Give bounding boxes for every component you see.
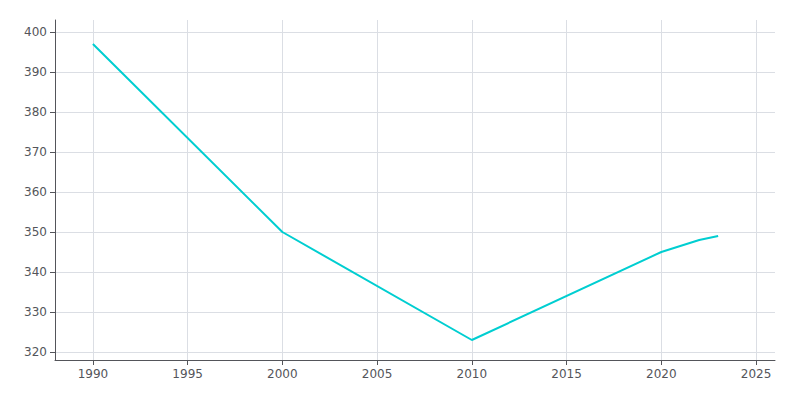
svg-text:370: 370: [24, 145, 47, 159]
svg-text:2015: 2015: [551, 367, 582, 381]
svg-text:2005: 2005: [362, 367, 393, 381]
svg-text:2020: 2020: [646, 367, 677, 381]
svg-text:360: 360: [24, 185, 47, 199]
svg-text:320: 320: [24, 345, 47, 359]
svg-text:330: 330: [24, 305, 47, 319]
svg-text:1990: 1990: [78, 367, 109, 381]
svg-text:1995: 1995: [172, 367, 203, 381]
svg-text:350: 350: [24, 225, 47, 239]
svg-text:2000: 2000: [267, 367, 298, 381]
svg-text:400: 400: [24, 25, 47, 39]
svg-text:340: 340: [24, 265, 47, 279]
svg-text:2025: 2025: [741, 367, 772, 381]
svg-text:380: 380: [24, 105, 47, 119]
svg-text:390: 390: [24, 65, 47, 79]
svg-text:2010: 2010: [457, 367, 488, 381]
